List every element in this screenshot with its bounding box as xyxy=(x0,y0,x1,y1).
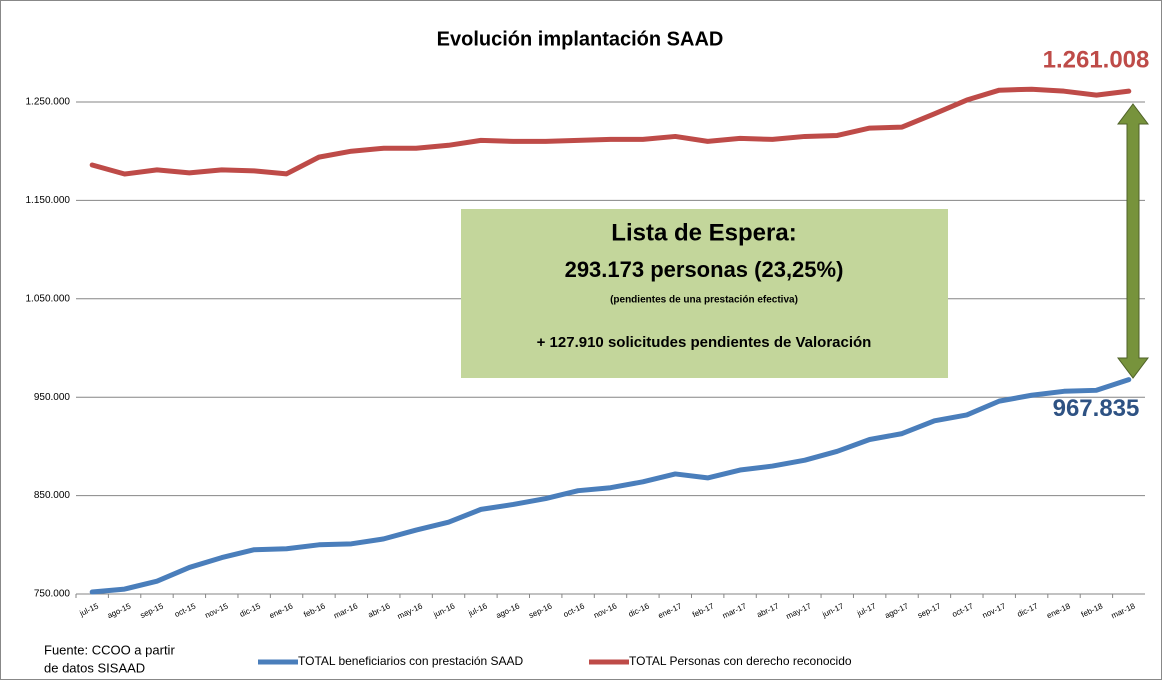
data-label: 967.835 xyxy=(1053,395,1140,422)
annotation-box xyxy=(461,209,948,378)
series-line xyxy=(89,377,1132,595)
annotation-text: 293.173 personas (23,25%) xyxy=(565,257,844,282)
y-tick-label: 1.250.000 xyxy=(26,97,71,108)
legend-label: TOTAL beneficiarios con prestación SAAD xyxy=(298,654,524,668)
annotation-text: Lista de Espera: xyxy=(611,219,796,246)
annotation-text: + 127.910 solicitudes pendientes de Valo… xyxy=(537,334,872,351)
legend-label: TOTAL Personas con derecho reconocido xyxy=(629,654,852,668)
y-tick-label: 1.050.000 xyxy=(26,293,71,304)
annotation-text: (pendientes de una prestación efectiva) xyxy=(610,295,798,306)
y-tick-label: 850.000 xyxy=(34,490,71,501)
source-note: Fuente: CCOO a partir xyxy=(44,642,175,657)
double-arrow xyxy=(1117,103,1149,379)
source-note: de datos SISAAD xyxy=(44,660,145,675)
y-tick-label: 1.150.000 xyxy=(26,195,71,206)
data-label: 1.261.008 xyxy=(1043,47,1150,74)
y-tick-label: 950.000 xyxy=(34,392,71,403)
series-line xyxy=(89,86,1132,177)
chart-title: Evolución implantación SAAD xyxy=(437,28,724,50)
y-tick-label: 750.000 xyxy=(34,589,71,600)
